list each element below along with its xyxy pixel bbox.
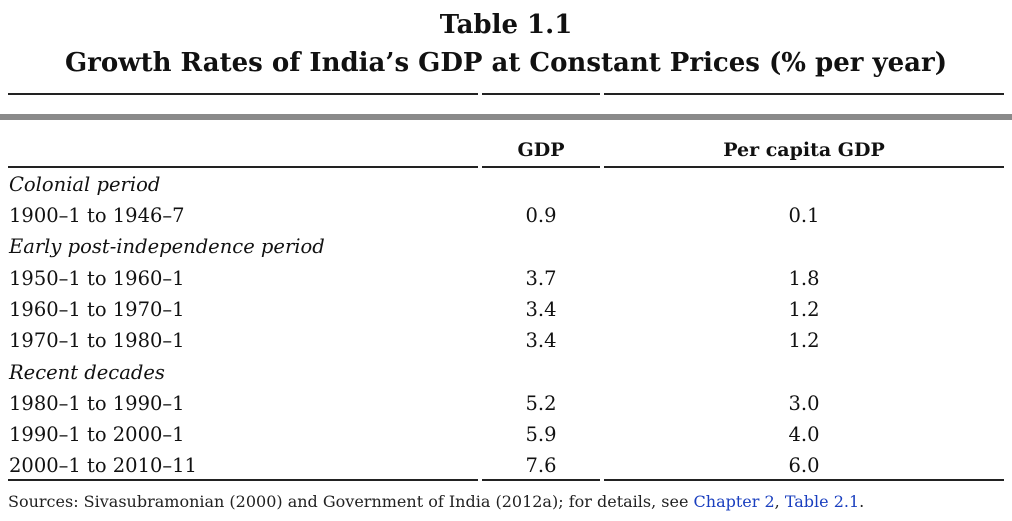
thick-divider: [0, 114, 1012, 120]
bottom-rule-mid: [482, 479, 600, 481]
header-rule-right: [604, 166, 1004, 168]
section-label: Early post-independence period: [9, 235, 325, 258]
row-per-capita-gdp: 0.1: [788, 204, 820, 227]
bottom-rule-left: [8, 479, 478, 481]
header-gdp: GDP: [517, 139, 565, 161]
row-per-capita-gdp: 1.2: [788, 329, 820, 352]
row-per-capita-gdp: 4.0: [788, 423, 820, 446]
source-separator: ,: [774, 492, 785, 511]
row-label: 1990–1 to 2000–1: [9, 423, 185, 446]
row-gdp: 3.4: [525, 298, 557, 321]
row-per-capita-gdp: 1.8: [788, 267, 820, 290]
chapter-link[interactable]: Chapter 2: [693, 492, 775, 511]
row-label: 1980–1 to 1990–1: [9, 392, 185, 415]
row-gdp: 3.7: [525, 267, 557, 290]
top-rule-left: [8, 93, 478, 95]
row-gdp: 5.2: [525, 392, 557, 415]
row-label: 1900–1 to 1946–7: [9, 204, 185, 227]
section-label: Colonial period: [9, 173, 161, 196]
bottom-rule-right: [604, 479, 1004, 481]
row-label: 1970–1 to 1980–1: [9, 329, 185, 352]
table-number: Table 1.1: [439, 10, 573, 40]
row-gdp: 3.4: [525, 329, 557, 352]
header-rule-left: [8, 166, 478, 168]
table-title: Growth Rates of India’s GDP at Constant …: [64, 48, 948, 78]
row-per-capita-gdp: 3.0: [788, 392, 820, 415]
table-source-note: Sources: Sivasubramonian (2000) and Gove…: [8, 492, 864, 511]
source-text: Sources: Sivasubramonian (2000) and Gove…: [8, 492, 694, 511]
table-link[interactable]: Table 2.1: [784, 492, 860, 511]
top-rule-right: [604, 93, 1004, 95]
section-label: Recent decades: [9, 361, 165, 384]
row-per-capita-gdp: 6.0: [788, 454, 820, 477]
row-per-capita-gdp: 1.2: [788, 298, 820, 321]
header-per-capita-gdp: Per capita GDP: [723, 139, 885, 161]
row-gdp: 5.9: [525, 423, 557, 446]
top-rule-mid: [482, 93, 600, 95]
source-suffix: .: [859, 492, 865, 511]
row-gdp: 7.6: [525, 454, 557, 477]
row-label: 2000–1 to 2010–11: [9, 454, 197, 477]
row-gdp: 0.9: [525, 204, 557, 227]
row-label: 1950–1 to 1960–1: [9, 267, 185, 290]
row-label: 1960–1 to 1970–1: [9, 298, 185, 321]
header-rule-mid: [482, 166, 600, 168]
